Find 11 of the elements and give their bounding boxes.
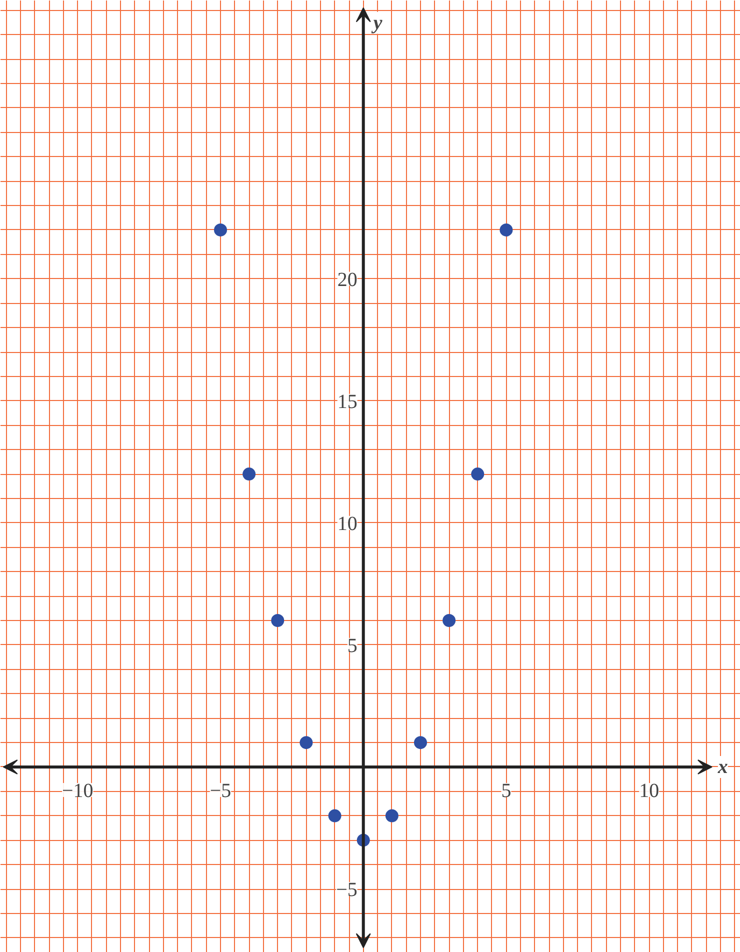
y-tick-label: 5 xyxy=(347,634,358,657)
x-tick-label: 10 xyxy=(639,780,660,802)
y-axis-title: y xyxy=(371,12,382,34)
y-tick-label: −5 xyxy=(336,879,358,902)
y-tick-label: 15 xyxy=(337,390,358,413)
y-tick-label: 10 xyxy=(337,512,358,535)
x-axis-title: x xyxy=(716,756,728,778)
x-tick-label: 5 xyxy=(501,780,512,802)
x-tick-label: −5 xyxy=(210,780,232,802)
x-tick-label: −10 xyxy=(62,780,94,802)
y-tick-label: 20 xyxy=(337,268,358,291)
